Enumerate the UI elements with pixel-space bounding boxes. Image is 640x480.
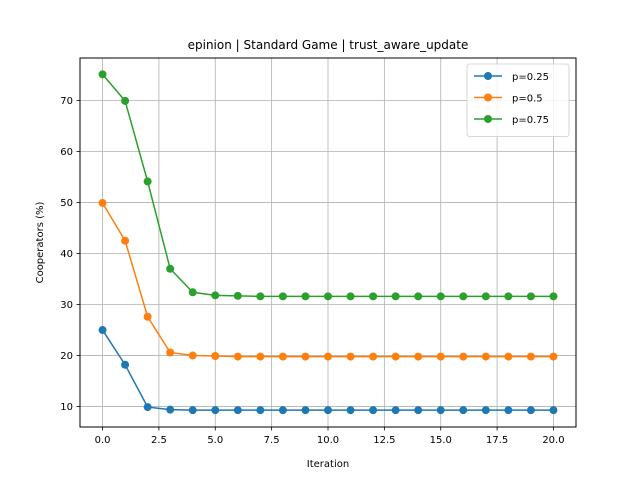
data-point [504,352,513,361]
data-point [549,406,558,415]
legend-marker [484,115,492,123]
data-point [188,406,197,415]
x-tick-label: 15.0 [430,435,452,446]
data-point [143,312,152,321]
y-tick-label: 60 [60,147,73,158]
x-axis-label: Iteration [307,459,349,470]
y-tick-label: 70 [60,96,73,107]
x-tick-label: 7.5 [264,435,280,446]
data-point [98,70,107,79]
data-point [414,352,423,361]
legend-label: p=0.25 [512,72,549,83]
data-point [233,291,242,300]
y-axis-label: Cooperators (%) [35,202,46,284]
data-point [166,264,175,273]
data-point [143,403,152,412]
data-point [278,352,287,361]
legend-label: p=0.75 [512,115,549,126]
data-point [526,406,535,415]
axis-ticks: 0.0 2.5 5.0 7.5 10.0 12.5 15.0 17.5 20.0 10 20 30 40… [60,96,564,446]
data-point [346,292,355,301]
data-point [324,352,332,361]
data-point [369,406,378,415]
data-point [481,352,490,361]
data-point [459,292,468,301]
legend-item: p=0.75 [474,115,549,126]
data-point [369,352,378,361]
data-point [414,406,423,415]
data-point [211,291,220,300]
data-point [301,292,310,301]
data-point [278,406,287,415]
data-point [166,405,175,414]
data-point [459,406,468,415]
data-point [121,360,130,369]
data-point [98,198,107,207]
data-point [256,292,265,301]
data-point [324,406,332,415]
data-point [188,288,197,297]
data-point [526,352,535,361]
series-p=0.5 [98,198,558,361]
y-tick-label: 50 [60,198,73,209]
data-point [301,352,310,361]
data-point [391,406,400,415]
data-point [526,292,535,301]
y-tick-label: 20 [60,351,73,362]
data-point [211,406,220,415]
series-p=0.75 [98,70,558,301]
data-point [278,292,287,301]
data-point [98,326,107,335]
data-point [504,292,513,301]
legend-marker [484,72,492,80]
y-tick-label: 10 [60,402,73,413]
x-tick-label: 5.0 [207,435,223,446]
series-p=0.25 [98,326,558,415]
x-tick-label: 2.5 [151,435,167,446]
data-point [481,292,490,301]
data-point [504,406,513,415]
data-point [436,352,445,361]
data-point [121,96,130,105]
data-point [549,292,558,301]
data-point [436,406,445,415]
data-point [324,292,332,301]
data-point [459,352,468,361]
data-point [233,406,242,415]
x-tick-label: 10.0 [317,435,339,446]
data-point [143,177,152,186]
data-point [391,292,400,301]
data-point [121,236,130,245]
legend-marker [484,93,492,102]
legend-item: p=0.25 [474,72,549,83]
data-point [414,292,423,301]
data-point [346,406,355,415]
x-tick-label: 0.0 [95,435,111,446]
data-point [256,352,265,361]
legend-label: p=0.5 [512,94,543,105]
data-point [391,352,400,361]
data-point [188,351,197,360]
legend: p=0.25 p=0.5 p=0.75 [466,63,570,137]
data-point [436,292,445,301]
data-point [301,406,310,415]
x-tick-label: 12.5 [373,435,395,446]
data-point [233,352,242,361]
y-tick-label: 40 [60,249,73,260]
legend-item: p=0.5 [474,93,543,105]
data-point [211,352,220,361]
data-point [166,348,175,357]
data-point [346,352,355,361]
x-tick-label: 17.5 [486,435,508,446]
data-point [481,406,490,415]
data-point [369,292,378,301]
series-layer [98,70,558,415]
data-point [256,406,265,415]
y-tick-label: 30 [60,300,73,311]
x-tick-label: 20.0 [542,435,564,446]
chart-title: epinion | Standard Game | trust_aware_up… [188,38,469,52]
data-point [549,352,558,361]
